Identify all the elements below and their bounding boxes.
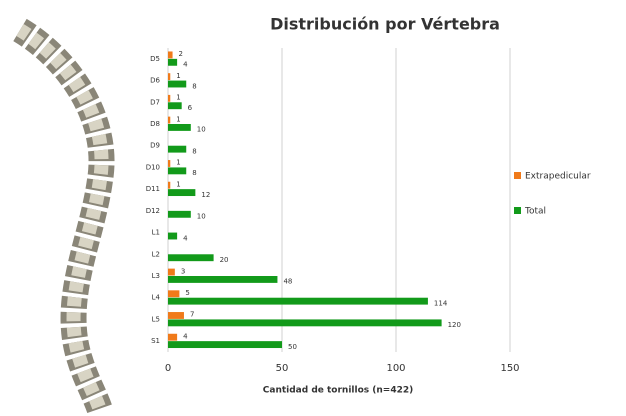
y-tick-label: L4 — [152, 294, 161, 302]
y-tick-label: D12 — [146, 207, 160, 215]
bar — [168, 58, 178, 66]
y-tick-label: L2 — [152, 250, 160, 258]
y-tick-label: D5 — [150, 55, 160, 63]
value-label: 20 — [220, 256, 229, 264]
value-label: 50 — [288, 343, 297, 351]
value-label: 4 — [183, 332, 188, 340]
value-label: 120 — [448, 321, 461, 329]
bar — [168, 124, 191, 131]
bar — [168, 160, 171, 167]
bar — [168, 341, 282, 349]
value-label: 48 — [283, 278, 292, 286]
bar — [168, 116, 171, 124]
y-tick-label: D6 — [150, 77, 160, 85]
value-label: 1 — [176, 72, 180, 80]
bar — [168, 181, 171, 189]
value-label: 12 — [201, 191, 210, 199]
value-label: 6 — [188, 104, 193, 112]
value-label: 4 — [183, 61, 188, 69]
y-tick-label: L3 — [152, 272, 160, 280]
bar — [168, 333, 178, 341]
bar — [168, 268, 175, 276]
value-label: 8 — [192, 82, 196, 90]
value-label: 10 — [197, 213, 206, 221]
bar — [168, 167, 187, 175]
y-tick-label: L5 — [152, 315, 160, 323]
value-label: 1 — [176, 159, 180, 167]
y-tick-label: D10 — [146, 163, 160, 171]
value-label: 7 — [190, 311, 194, 319]
value-label: 2 — [179, 50, 183, 58]
bar — [168, 73, 171, 81]
bar — [168, 189, 196, 197]
x-tick-label: 150 — [500, 363, 519, 374]
y-tick-label: D11 — [146, 185, 160, 193]
value-label: 4 — [183, 234, 188, 242]
value-label: 114 — [434, 299, 448, 307]
bar — [168, 290, 180, 298]
y-tick-label: D9 — [150, 142, 160, 150]
legend-swatch — [514, 172, 521, 179]
x-tick-label: 0 — [165, 363, 171, 374]
y-tick-label: D7 — [150, 98, 160, 106]
value-label: 1 — [176, 94, 180, 102]
x-axis-label: Cantidad de tornillos (n=422) — [263, 386, 413, 396]
bar — [168, 254, 214, 262]
value-label: 3 — [181, 267, 185, 275]
legend-swatch — [514, 207, 521, 214]
chart-title: Distribución por Vértebra — [270, 15, 500, 34]
bar — [168, 312, 184, 319]
bar — [168, 80, 187, 88]
bar — [168, 297, 428, 305]
value-label: 10 — [197, 126, 206, 134]
legend-label: Extrapedicular — [525, 172, 591, 182]
bar — [168, 102, 182, 110]
spine-illustration — [13, 18, 115, 415]
y-tick-label: D8 — [150, 120, 160, 128]
value-label: 8 — [192, 147, 196, 155]
x-tick-label: 100 — [386, 363, 405, 374]
value-label: 1 — [176, 115, 180, 123]
bar — [168, 145, 187, 153]
bar — [168, 276, 278, 283]
bar — [168, 210, 191, 218]
x-tick-label: 50 — [276, 363, 289, 374]
value-label: 5 — [185, 289, 189, 297]
y-tick-label: S1 — [151, 337, 160, 345]
value-label: 1 — [176, 180, 180, 188]
bar — [168, 319, 442, 327]
y-tick-label: L1 — [152, 229, 160, 237]
value-label: 8 — [192, 169, 196, 177]
legend-label: Total — [524, 207, 546, 217]
bar — [168, 51, 173, 59]
bar — [168, 94, 171, 102]
bar — [168, 232, 178, 240]
